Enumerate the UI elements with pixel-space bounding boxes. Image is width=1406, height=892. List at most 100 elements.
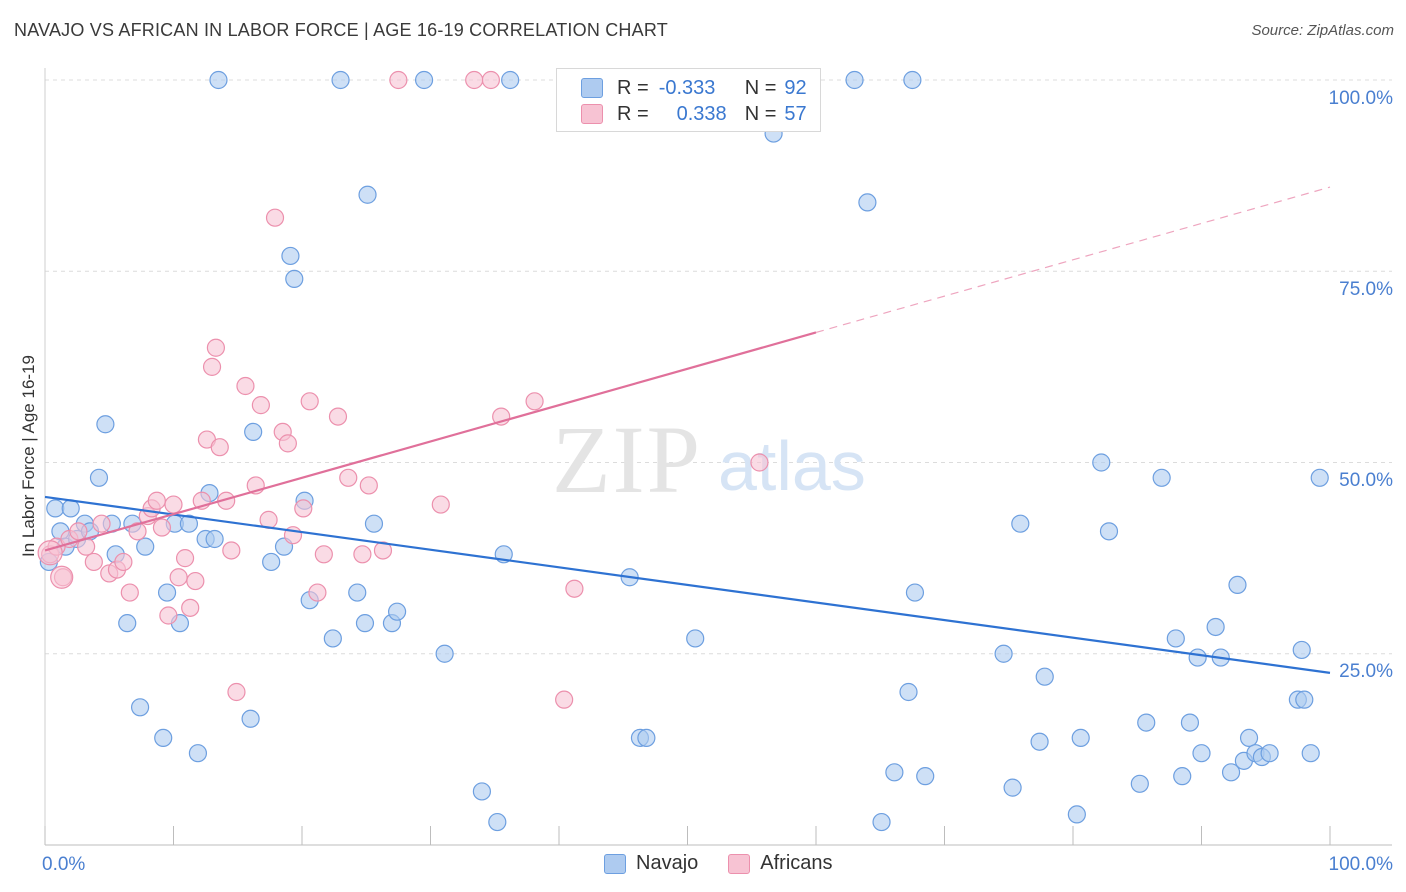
navajo-point	[905, 583, 925, 602]
africans-point	[50, 565, 74, 589]
legend-r-value: -0.333	[658, 76, 716, 99]
navajo-point	[1067, 805, 1086, 824]
navajo-point	[96, 415, 115, 434]
legend-r-value: 0.338	[676, 102, 727, 125]
africans-point	[359, 476, 378, 495]
africans-point	[147, 491, 166, 510]
navajo-point	[1003, 778, 1022, 797]
navajo-point	[364, 514, 384, 533]
navajo-point	[89, 468, 109, 487]
navajo-point	[1092, 453, 1111, 472]
navajo-point	[1099, 522, 1119, 541]
navajo-point	[501, 70, 520, 90]
legend-n-label: N =	[744, 102, 777, 125]
x-tick-label: 0.0%	[42, 854, 85, 875]
africans-point	[236, 376, 255, 396]
navajo-point	[209, 70, 228, 90]
navajo-point	[154, 728, 173, 748]
navajo-point	[241, 709, 260, 728]
navajo-point	[387, 602, 407, 621]
navajo-point	[1260, 744, 1279, 763]
chart-title: NAVAJO VS AFRICAN IN LABOR FORCE | AGE 1…	[14, 20, 668, 40]
navajo-point	[1030, 732, 1049, 751]
africans-trend-line-extrapolated	[815, 186, 1331, 334]
axes	[44, 68, 1392, 846]
navajo-point	[637, 728, 656, 748]
navajo-point	[1206, 617, 1225, 637]
navajo-point	[1301, 744, 1320, 763]
navajo-point	[1228, 575, 1247, 595]
source-label: Source: ZipAtlas.com	[1251, 22, 1394, 39]
africans-point	[186, 571, 205, 591]
navajo-point	[157, 583, 177, 602]
africans-point	[555, 690, 574, 709]
africans-point	[169, 568, 188, 587]
navajo-trend-line	[44, 495, 1331, 674]
navajo-swatch	[604, 853, 626, 874]
navajo-point	[994, 644, 1013, 663]
africans-point	[69, 522, 88, 541]
navajo-point	[179, 514, 199, 533]
navajo-point	[323, 629, 342, 648]
navajo-point	[188, 744, 208, 763]
africans-point	[481, 70, 500, 90]
africans-point	[159, 606, 178, 625]
navajo-point	[130, 698, 150, 717]
y-tick-label: 50.0%	[1339, 470, 1393, 491]
navajo-point	[244, 422, 263, 441]
legend-r-label: R =	[617, 102, 649, 125]
africans-point	[339, 468, 358, 487]
africans-point	[164, 495, 183, 514]
africans-point	[222, 541, 241, 560]
navajo-point	[1011, 514, 1030, 533]
navajo-point	[1292, 640, 1311, 660]
africans-point	[265, 208, 285, 227]
africans-trend-line	[44, 331, 817, 552]
trend-lines	[44, 186, 1331, 674]
navajo-point	[358, 185, 377, 204]
navajo-point	[1035, 667, 1054, 686]
navajo-point	[61, 499, 80, 518]
africans-point	[206, 338, 226, 357]
legend-n-value: 57	[784, 102, 807, 125]
legend-swatch-africans	[581, 104, 603, 124]
navajo-point	[472, 782, 491, 801]
navajo-point	[872, 812, 891, 832]
navajo-point	[916, 767, 935, 786]
africans-point	[308, 583, 327, 602]
africans-point	[314, 545, 333, 564]
africans-point	[202, 357, 222, 376]
legend-n-label: N =	[744, 76, 777, 99]
navajo-point	[903, 70, 922, 90]
africans-point	[251, 396, 270, 415]
navajo-point	[355, 614, 375, 633]
navajo-point	[118, 614, 137, 633]
africans-point	[227, 682, 246, 702]
navajo-point	[435, 644, 454, 663]
navajo-legend-label: Navajo	[636, 852, 699, 874]
legend-swatch-navajo	[581, 78, 603, 98]
navajo-point	[281, 246, 300, 266]
africans-point	[175, 549, 195, 568]
navajo-point	[1239, 728, 1259, 748]
navajo-point	[348, 583, 367, 602]
series-legend: Navajo Africans	[604, 852, 833, 875]
watermark: ZIP atlas	[552, 406, 866, 513]
africans-point	[92, 514, 111, 533]
navajo-point	[136, 537, 155, 556]
africans-point	[114, 552, 133, 572]
y-tick-label: 25.0%	[1339, 661, 1393, 682]
africans-point	[328, 407, 348, 426]
africans-point	[565, 579, 584, 598]
africans-point	[294, 499, 313, 518]
navajo-point	[285, 269, 304, 288]
navajo-point	[1310, 468, 1329, 487]
navajo-point	[1152, 468, 1171, 487]
navajo-point	[205, 529, 224, 549]
africans-point	[353, 545, 372, 564]
navajo-point	[414, 70, 434, 90]
navajo-point	[1180, 713, 1200, 732]
navajo-point	[1071, 728, 1090, 748]
africans-point	[465, 70, 484, 90]
